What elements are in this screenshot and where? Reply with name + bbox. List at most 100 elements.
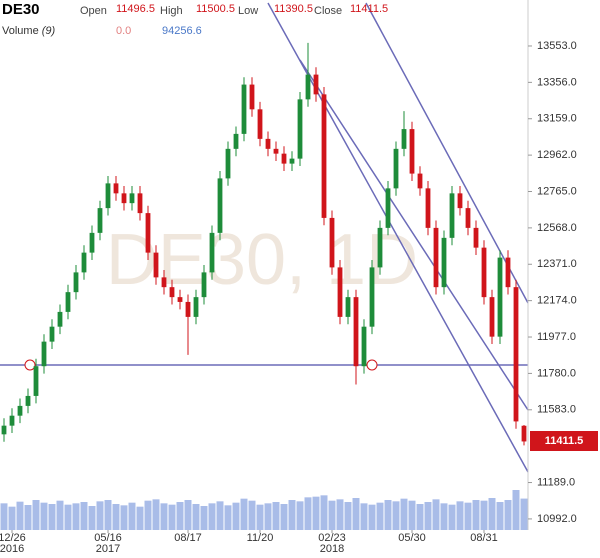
candle-body [33, 366, 39, 396]
last-price-box [530, 431, 598, 451]
trend-line [299, 59, 529, 411]
candle-body [321, 94, 327, 218]
volume-bar [328, 500, 336, 530]
trend-line [267, 2, 529, 473]
volume-bar [248, 500, 256, 530]
candle-body [129, 193, 135, 204]
volume-bar [16, 501, 24, 530]
volume-bar [112, 504, 120, 530]
candle-body [401, 129, 407, 149]
candle-body [521, 425, 527, 442]
ohlc-name: Close [314, 5, 342, 17]
y-tick-label: 12765.0 [537, 185, 577, 197]
candle-body [65, 292, 71, 312]
y-tick-label: 13356.0 [537, 76, 577, 88]
candle-body [89, 232, 95, 253]
line-handle[interactable] [366, 359, 378, 371]
volume-period: (9) [42, 25, 56, 37]
volume-bar [184, 500, 192, 530]
volume-bar [376, 502, 384, 530]
ohlc-value: 11500.5 [196, 3, 235, 15]
x-year-label: 2017 [96, 543, 120, 555]
volume-bar [208, 503, 216, 530]
candle-body [241, 84, 247, 134]
candle-body [409, 129, 415, 174]
volume-bar [32, 500, 40, 530]
y-tick-label: 13553.0 [537, 40, 577, 52]
candle-body [169, 287, 175, 298]
volume-bar [280, 504, 288, 530]
candle-body [385, 188, 391, 228]
volume-value: 0.0 [116, 25, 131, 37]
x-year-label: 2018 [320, 543, 344, 555]
volume-bar [520, 498, 528, 530]
volume-bar [216, 501, 224, 530]
volume-bar [424, 502, 432, 530]
candle-body [281, 153, 287, 164]
y-tick-label: 12371.0 [537, 258, 577, 270]
x-tick-label: 05/16 [94, 532, 122, 544]
volume-bar [384, 500, 392, 530]
volume-bar [472, 500, 480, 530]
volume-bar [88, 506, 96, 530]
volume-label: Volume (9) [2, 25, 56, 37]
volume-bar [136, 506, 144, 530]
volume-bar [416, 504, 424, 530]
volume-bar [288, 500, 296, 530]
volume-bar [296, 501, 304, 530]
candle-body [449, 193, 455, 238]
candle-body [49, 326, 55, 342]
volume-bar [392, 501, 400, 530]
volume-bar [344, 502, 352, 530]
candle-body [377, 227, 383, 268]
candle-body [105, 183, 111, 209]
volume-bar [448, 504, 456, 530]
volume-bar [504, 500, 512, 530]
x-tick-label: 02/23 [318, 532, 346, 544]
ohlc-name: Low [238, 5, 258, 17]
volume-bar [360, 503, 368, 530]
line-handle[interactable] [24, 359, 36, 371]
volume-bar [320, 495, 328, 530]
candle-body [233, 133, 239, 149]
volume-bar [304, 497, 312, 530]
volume-bar [192, 504, 200, 530]
volume-bar [480, 500, 488, 530]
candle-body [225, 148, 231, 179]
volume-bar [64, 504, 72, 530]
candle-body [337, 267, 343, 317]
candle-body [145, 213, 151, 253]
candle-body [9, 415, 15, 426]
candle-body [473, 227, 479, 248]
volume-bar [72, 503, 80, 530]
volume-bar [80, 502, 88, 530]
candle-body [137, 193, 143, 214]
candle-body [505, 257, 511, 288]
volume-bar [176, 502, 184, 530]
y-tick-label: 12568.0 [537, 222, 577, 234]
volume-bar [496, 502, 504, 530]
candle-body [465, 208, 471, 228]
y-tick-label: 11583.0 [537, 404, 576, 416]
volume-bar [200, 506, 208, 530]
volume-bar [120, 505, 128, 530]
y-tick-label: 13159.0 [537, 113, 577, 125]
ohlc-value: 11496.5 [116, 3, 155, 15]
candle-body [161, 277, 167, 288]
candle-body [345, 297, 351, 317]
candle-body [489, 297, 495, 337]
volume-bar [256, 504, 264, 530]
volume-bar [432, 499, 440, 530]
volume-bar [0, 503, 8, 530]
candle-body [209, 232, 215, 273]
y-tick-label: 10992.0 [537, 513, 577, 525]
candle-body [353, 297, 359, 367]
candle-body [457, 193, 463, 209]
candle-body [497, 257, 503, 337]
y-tick-label: 12174.0 [537, 295, 577, 307]
volume-bar [488, 498, 496, 530]
volume-bar [336, 499, 344, 530]
candle-body [361, 326, 367, 367]
candle-body [425, 188, 431, 228]
